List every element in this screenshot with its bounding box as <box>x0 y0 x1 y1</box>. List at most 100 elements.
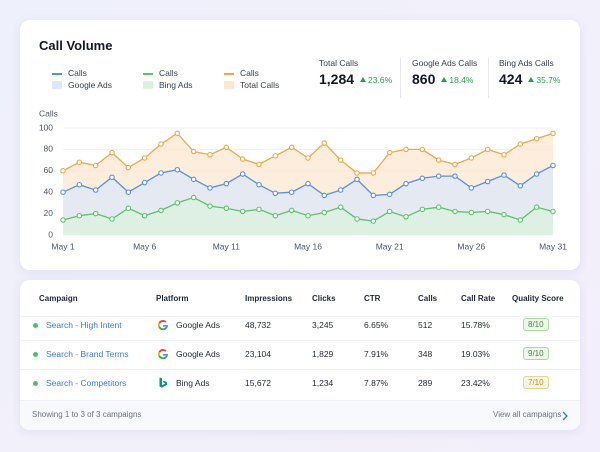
point <box>76 212 83 219</box>
point <box>517 183 524 189</box>
legend-area-label: Bing Ads <box>159 80 193 90</box>
point <box>256 161 262 168</box>
status-dot <box>33 381 38 386</box>
point <box>403 180 409 187</box>
point <box>239 156 246 162</box>
quality-badge: 9/10 <box>523 347 549 360</box>
kpi-label: Bing Ads Calls <box>499 58 554 68</box>
point <box>141 179 148 186</box>
point <box>141 155 148 161</box>
point <box>174 130 181 137</box>
point <box>207 203 213 209</box>
point <box>305 180 311 187</box>
point <box>223 180 230 187</box>
quality-badge: 7/10 <box>523 376 549 389</box>
point <box>484 146 491 153</box>
campaign-link[interactable]: Search - Brand Terms <box>46 349 129 359</box>
campaign-link[interactable]: Search - Competitors <box>46 378 127 388</box>
point <box>288 189 295 195</box>
point <box>354 170 360 176</box>
cell: Google Ads <box>176 349 220 359</box>
column-header: Calls <box>418 294 438 303</box>
column-header: Platform <box>156 294 189 303</box>
column-header: Impressions <box>245 294 293 303</box>
point <box>256 181 262 188</box>
divider <box>400 58 401 98</box>
legend-area-swatch <box>143 81 153 89</box>
point <box>190 176 197 183</box>
cell: 512 <box>418 320 433 330</box>
view-all-link[interactable]: View all campaigns <box>493 410 562 419</box>
point <box>550 208 556 215</box>
point <box>468 185 475 191</box>
column-header: CTR <box>364 294 381 303</box>
cell: 23,104 <box>245 349 271 359</box>
point <box>272 153 279 159</box>
x-tick-label: May 31 <box>539 241 567 251</box>
cell: Bing Ads <box>176 378 210 388</box>
point <box>354 176 360 183</box>
cell: 19.03% <box>461 349 490 359</box>
point <box>337 187 344 193</box>
kpi-change: 18.4% <box>449 75 474 85</box>
card-title: Call Volume <box>39 38 113 53</box>
point <box>223 205 230 212</box>
chevron <box>562 411 568 421</box>
cell: 15.78% <box>461 320 490 330</box>
status-dot <box>33 352 38 357</box>
point <box>468 209 475 216</box>
point <box>190 148 197 155</box>
legend-line-swatch <box>52 73 62 75</box>
point <box>484 208 491 215</box>
x-tick-label: May 6 <box>133 241 156 251</box>
point <box>435 157 442 163</box>
chart: Calls 0 20 40 60 80 100 May 1 May 6 May 11 May 16 M… <box>39 108 567 251</box>
x-tick-label: May 26 <box>457 241 485 251</box>
point <box>158 170 164 176</box>
divider <box>488 58 489 98</box>
point <box>386 191 393 198</box>
point <box>321 192 328 199</box>
cell: 348 <box>418 349 433 359</box>
cell: 7.91% <box>364 349 389 359</box>
cell: 23.42% <box>461 378 490 388</box>
column-header: Quality Score <box>512 294 564 303</box>
point <box>305 212 311 219</box>
kpi-value: 424 <box>499 71 523 87</box>
column-header: Clicks <box>312 294 336 303</box>
row-divider <box>20 369 580 370</box>
point <box>435 204 442 210</box>
y-tick-label: 40 <box>44 186 54 196</box>
x-tick-label: May 1 <box>51 241 74 251</box>
point <box>125 164 132 171</box>
point <box>321 140 328 146</box>
legend-line-swatch <box>143 73 153 75</box>
cell: 1,234 <box>312 378 334 388</box>
x-tick-label: May 21 <box>376 241 404 251</box>
point <box>550 130 556 137</box>
legend-area-label: Total Calls <box>240 80 280 90</box>
status-dot <box>33 323 38 328</box>
campaign-link[interactable]: Search - High Intent <box>46 320 122 330</box>
legend-line-swatch <box>224 73 234 75</box>
point <box>60 168 66 174</box>
point <box>92 210 99 217</box>
y-tick-label: 100 <box>39 122 53 132</box>
point <box>125 205 132 212</box>
kpi-change: 35.7% <box>536 75 561 85</box>
point <box>288 144 295 151</box>
kpi-value: 1,284 <box>319 71 355 87</box>
table-header <box>20 280 580 317</box>
point <box>207 185 213 191</box>
point <box>386 149 393 156</box>
point <box>452 208 458 215</box>
platform-icon <box>159 377 167 388</box>
point <box>468 155 475 161</box>
legend-line-label: Calls <box>68 68 87 78</box>
point <box>501 151 507 158</box>
column-header: Call Rate <box>461 294 496 303</box>
point <box>419 175 426 182</box>
point <box>288 207 295 214</box>
y-axis-label: Calls <box>39 108 58 118</box>
